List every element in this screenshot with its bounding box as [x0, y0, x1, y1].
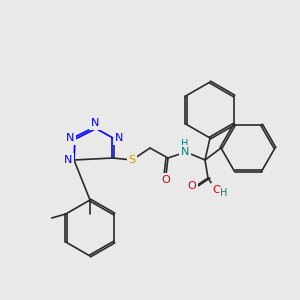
- Text: O: O: [213, 185, 221, 195]
- Text: N: N: [115, 133, 123, 143]
- Text: O: O: [162, 175, 170, 185]
- Text: N: N: [64, 155, 72, 165]
- Text: N: N: [91, 118, 99, 128]
- Text: O: O: [188, 181, 196, 191]
- Text: H: H: [220, 188, 228, 198]
- Text: N: N: [181, 147, 189, 157]
- Text: H: H: [181, 139, 189, 149]
- Text: N: N: [66, 133, 74, 143]
- Text: S: S: [128, 155, 136, 165]
